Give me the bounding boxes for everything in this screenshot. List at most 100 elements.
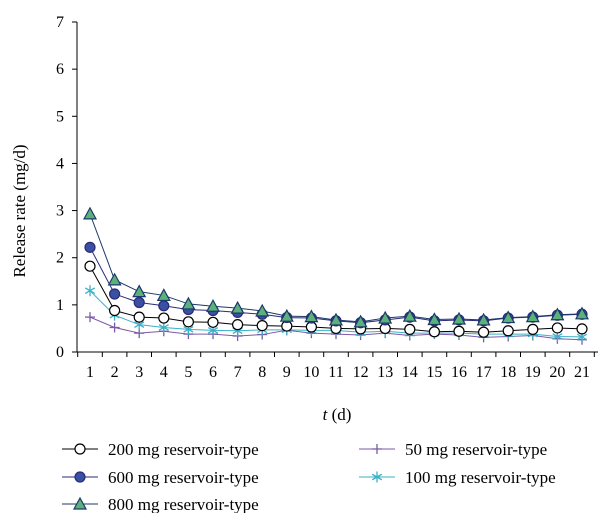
data-point <box>156 288 171 302</box>
data-point <box>82 206 98 220</box>
series <box>82 206 590 345</box>
legend-marker <box>74 443 86 455</box>
legend-item: 50 mg reservoir-type <box>359 440 547 459</box>
data-point <box>158 321 169 333</box>
y-tick-label: 6 <box>56 61 64 78</box>
data-point <box>550 307 565 321</box>
data-point <box>107 272 122 286</box>
legend-item: 800 mg reservoir-type <box>62 495 259 514</box>
data-point <box>232 319 244 331</box>
data-point <box>404 323 416 335</box>
x-tick-label: 21 <box>574 364 590 381</box>
x-tick-label: 20 <box>549 364 565 381</box>
data-point <box>427 312 442 326</box>
data-point <box>576 323 588 335</box>
legend-marker <box>74 471 86 483</box>
legend-marker <box>371 471 383 483</box>
data-point <box>181 296 196 310</box>
data-point <box>207 316 219 328</box>
data-point <box>502 325 514 337</box>
data-point <box>133 296 145 309</box>
data-point <box>205 299 221 312</box>
data-point <box>158 300 170 312</box>
data-point <box>132 284 147 298</box>
x-tick-label: 9 <box>283 364 291 381</box>
data-point <box>304 309 319 323</box>
y-tick-label: 1 <box>56 297 64 314</box>
x-axis-title-unit: (d) <box>327 405 351 424</box>
data-point <box>551 322 564 334</box>
legend-item: 600 mg reservoir-type <box>62 468 259 487</box>
data-point <box>84 260 96 272</box>
x-tick-label: 4 <box>160 364 168 381</box>
legend-item: 100 mg reservoir-type <box>359 468 556 487</box>
x-ticks: 1 2 3 4 5 6 7 8 9 10 11 12 13 14 15 16 17 18 19 20 21 <box>77 352 595 381</box>
series-800-mg-reservoir-type <box>82 206 590 328</box>
x-tick-label: 2 <box>111 364 119 381</box>
data-point <box>402 308 417 322</box>
x-tick-label: 5 <box>184 364 192 381</box>
legend-item: 200 mg reservoir-type <box>62 440 259 459</box>
data-point <box>328 312 344 326</box>
legend: 200 mg reservoir-type 600 mg reservoir-ty… <box>62 440 556 514</box>
y-ticks: 0 1 2 3 4 5 6 7 <box>56 14 77 361</box>
x-tick-label: 11 <box>328 364 343 381</box>
x-axis-title: t (d) <box>323 405 352 424</box>
data-point <box>84 285 96 297</box>
y-tick-label: 3 <box>56 203 64 220</box>
data-point <box>501 310 516 324</box>
y-tick-label: 7 <box>56 14 64 31</box>
data-point <box>133 311 145 323</box>
data-point <box>279 308 294 322</box>
data-point <box>85 312 95 323</box>
legend-label: 100 mg reservoir-type <box>405 468 556 487</box>
data-point <box>84 241 96 253</box>
series-200-mg-reservoir-type <box>84 260 588 338</box>
data-point <box>476 312 491 326</box>
legend-marker <box>372 444 382 454</box>
y-tick-label: 0 <box>56 344 64 361</box>
y-tick-label: 5 <box>56 108 64 125</box>
data-point <box>158 312 170 324</box>
x-tick-label: 8 <box>258 364 266 381</box>
x-tick-label: 17 <box>476 364 492 381</box>
data-point <box>453 325 465 337</box>
x-tick-label: 14 <box>402 364 418 381</box>
data-point <box>255 303 270 317</box>
data-point <box>478 326 490 338</box>
data-point <box>230 300 245 314</box>
y-tick-label: 2 <box>56 250 64 267</box>
y-tick-label: 4 <box>56 155 64 172</box>
x-tick-label: 18 <box>500 364 516 381</box>
x-axis-title-variable: t <box>323 405 329 424</box>
data-point <box>527 323 539 335</box>
data-point <box>108 304 121 317</box>
data-point <box>108 288 121 300</box>
data-point <box>256 320 268 332</box>
x-tick-label: 16 <box>451 364 467 381</box>
x-tick-label: 6 <box>209 364 217 381</box>
legend-label: 800 mg reservoir-type <box>108 495 259 513</box>
axes <box>76 22 598 353</box>
data-point <box>182 316 194 328</box>
data-point <box>451 311 467 325</box>
x-tick-label: 1 <box>86 364 94 381</box>
x-tick-label: 15 <box>426 364 442 381</box>
legend-marker <box>72 496 88 510</box>
y-axis-title: Release rate (mg/d) <box>10 144 29 277</box>
legend-label: 200 mg reservoir-type <box>108 440 259 459</box>
data-point <box>525 309 540 323</box>
x-tick-label: 19 <box>525 364 541 381</box>
legend-label: 600 mg reservoir-type <box>108 468 259 487</box>
x-tick-label: 3 <box>135 364 143 381</box>
x-tick-label: 10 <box>303 364 319 381</box>
data-point <box>109 322 120 333</box>
x-tick-label: 7 <box>234 364 242 381</box>
data-point <box>428 326 440 338</box>
data-point <box>378 310 393 324</box>
data-point <box>574 306 590 320</box>
x-tick-label: 12 <box>353 364 369 381</box>
data-point <box>353 314 368 328</box>
